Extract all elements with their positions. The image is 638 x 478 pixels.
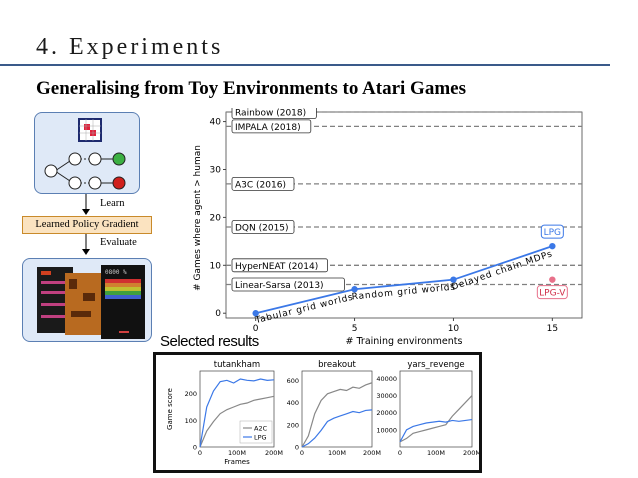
small-legend-text: A2C (254, 425, 268, 433)
lpg-diagram: Learn Learned Policy Gradient Evaluate (22, 112, 152, 342)
toy-env-illustration (44, 118, 126, 190)
baseline-label-text: Rainbow (2018) (235, 109, 306, 119)
lpg-point (351, 286, 358, 293)
small-series-line (399, 395, 473, 443)
small-chart-tutankham: tutankham 0 100 200 0 100M 200M Game score Frame… (166, 360, 283, 466)
baseline-label: Rainbow (2018) (231, 108, 317, 119)
axis-layer: 0 5 10 15 0 10 20 30 40 (210, 118, 559, 334)
y-tick-label: 40 (210, 118, 222, 128)
y-axis-label: # Games where agent > human (193, 145, 203, 291)
small-x-tick-label: 0 (300, 449, 304, 457)
y-tick-label: 10 (210, 261, 222, 271)
small-legend-text: LPG (254, 434, 267, 442)
small-y-tick-label: 200 (185, 390, 197, 398)
x-axis-label: # Training environments (346, 336, 463, 347)
small-y-tick-label: 400 (287, 399, 299, 407)
x-tick-label: 0 (253, 324, 259, 334)
chain-mdp-icon (44, 152, 126, 190)
y-tick-label: 30 (210, 165, 222, 175)
baseline-label: Linear-Sarsa (2013) (231, 277, 345, 292)
small-y-tick-label: 200 (287, 421, 299, 429)
atari-box: 0800 % (22, 258, 152, 342)
lpg-point (450, 276, 457, 283)
small-series-line (399, 418, 473, 443)
baseline-label: DQN (2015) (231, 220, 295, 234)
baseline-label: A3C (2016) (231, 176, 295, 191)
baseline-label: IMPALA (2018) (231, 119, 312, 134)
lpg-line (255, 245, 553, 315)
small-series-line (199, 395, 275, 448)
lpgv-point (549, 276, 556, 283)
title-divider (0, 64, 610, 66)
small-x-axis-label: Frames (224, 458, 250, 466)
y-tick-label: 0 (215, 309, 221, 319)
lpg-point (252, 310, 259, 317)
selected-results-panel: tutankham 0 100 200 0 100M 200M Game score Frame… (153, 352, 482, 473)
small-y-tick-label: 30000 (376, 392, 397, 400)
small-x-tick-label: 200M (265, 449, 283, 457)
x-tick-label: 15 (547, 324, 558, 334)
small-chart-breakout: breakout 0 200 400 600 0 100M 200M (287, 360, 381, 457)
small-y-axis-label: Game score (166, 388, 174, 430)
small-x-tick-label: 100M (228, 449, 246, 457)
lpg-annotation: LPG (540, 224, 564, 239)
lpgv-annotation-text: LPG-V (539, 289, 566, 299)
atari-game-2 (65, 273, 101, 335)
lpgv-annotation: LPG-V (536, 285, 568, 300)
small-series-line (301, 409, 373, 448)
lpg-point (549, 242, 556, 250)
learn-label: Learn (100, 198, 125, 209)
small-x-tick-label: 200M (363, 449, 381, 457)
x-tick-label: 5 (352, 324, 358, 334)
small-series-line (301, 382, 373, 448)
main-chart: Rainbow (2018) IMPALA (2018) A3C (2016) DQN… (193, 108, 583, 347)
small-x-tick-label: 0 (198, 449, 202, 457)
baseline-label-text: A3C (2016) (235, 180, 286, 190)
learn-arrow (82, 194, 90, 215)
baseline-label-text: DQN (2015) (235, 223, 289, 233)
slide-subtitle: Generalising from Toy Environments to At… (36, 78, 466, 99)
small-y-tick-label: 10000 (376, 426, 397, 434)
small-y-tick-label: 0 (295, 444, 299, 452)
small-x-tick-label: 200M (463, 449, 479, 457)
small-plot-frame (301, 370, 373, 448)
small-x-tick-label: 0 (398, 449, 402, 457)
lpg-annotation-text: LPG (544, 228, 561, 238)
baseline-label-text: Linear-Sarsa (2013) (235, 281, 324, 291)
slide-title: 4. Experiments (36, 34, 224, 60)
small-y-tick-label: 0 (193, 444, 197, 452)
evaluate-label: Evaluate (100, 237, 137, 248)
small-x-tick-label: 100M (328, 449, 346, 457)
atari-game-3: 0800 % (101, 265, 145, 339)
small-chart-title: breakout (318, 360, 356, 370)
small-x-tick-label: 100M (427, 449, 445, 457)
y-tick-label: 20 (210, 213, 222, 223)
baseline-label-text: HyperNEAT (2014) (235, 262, 318, 272)
small-chart-yars_revenge: yars_revenge 10000 20000 30000 40000 0 100M 200… (376, 360, 481, 457)
grid-world-icon (78, 118, 102, 142)
small-charts: tutankham 0 100 200 0 100M 200M Game score Frame… (166, 360, 481, 466)
baselines-layer: Rainbow (2018) IMPALA (2018) A3C (2016) DQN… (226, 108, 582, 292)
toy-env-box (34, 112, 140, 194)
atari-score: 0800 % (105, 269, 127, 276)
selected-results-heading: Selected results (160, 333, 259, 350)
lpg-box: Learned Policy Gradient (22, 216, 152, 234)
small-chart-title: tutankham (214, 360, 260, 370)
baseline-label: HyperNEAT (2014) (231, 258, 328, 273)
small-series-line (199, 378, 275, 448)
baseline-label-text: IMPALA (2018) (235, 123, 301, 133)
small-y-tick-label: 100 (185, 417, 197, 425)
x-tick-label: 10 (448, 324, 460, 334)
small-y-tick-label: 600 (287, 377, 299, 385)
atari-screenshots: 0800 % (37, 265, 145, 339)
small-y-tick-label: 40000 (376, 375, 397, 383)
evaluate-arrow (82, 234, 90, 255)
small-y-tick-label: 20000 (376, 409, 397, 417)
small-chart-title: yars_revenge (407, 360, 464, 370)
